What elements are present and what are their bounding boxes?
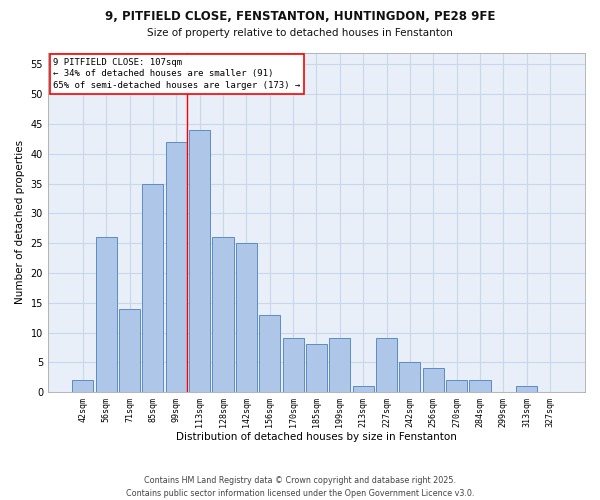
Bar (329, 338, 350, 392)
Bar (236, 243, 257, 392)
X-axis label: Distribution of detached houses by size in Fenstanton: Distribution of detached houses by size … (176, 432, 457, 442)
Bar (212, 237, 233, 392)
Bar (119, 308, 140, 392)
Bar (259, 314, 280, 392)
Text: 9 PITFIELD CLOSE: 107sqm
← 34% of detached houses are smaller (91)
65% of semi-d: 9 PITFIELD CLOSE: 107sqm ← 34% of detach… (53, 58, 301, 90)
Bar (400, 362, 421, 392)
Bar (376, 338, 397, 392)
Bar (423, 368, 444, 392)
Bar (73, 380, 94, 392)
Text: 9, PITFIELD CLOSE, FENSTANTON, HUNTINGDON, PE28 9FE: 9, PITFIELD CLOSE, FENSTANTON, HUNTINGDO… (105, 10, 495, 23)
Bar (283, 338, 304, 392)
Text: Contains HM Land Registry data © Crown copyright and database right 2025.
Contai: Contains HM Land Registry data © Crown c… (126, 476, 474, 498)
Bar (95, 237, 117, 392)
Bar (353, 386, 374, 392)
Bar (142, 184, 163, 392)
Bar (469, 380, 491, 392)
Bar (516, 386, 537, 392)
Bar (446, 380, 467, 392)
Bar (306, 344, 327, 392)
Bar (166, 142, 187, 392)
Bar (189, 130, 210, 392)
Text: Size of property relative to detached houses in Fenstanton: Size of property relative to detached ho… (147, 28, 453, 38)
Y-axis label: Number of detached properties: Number of detached properties (15, 140, 25, 304)
